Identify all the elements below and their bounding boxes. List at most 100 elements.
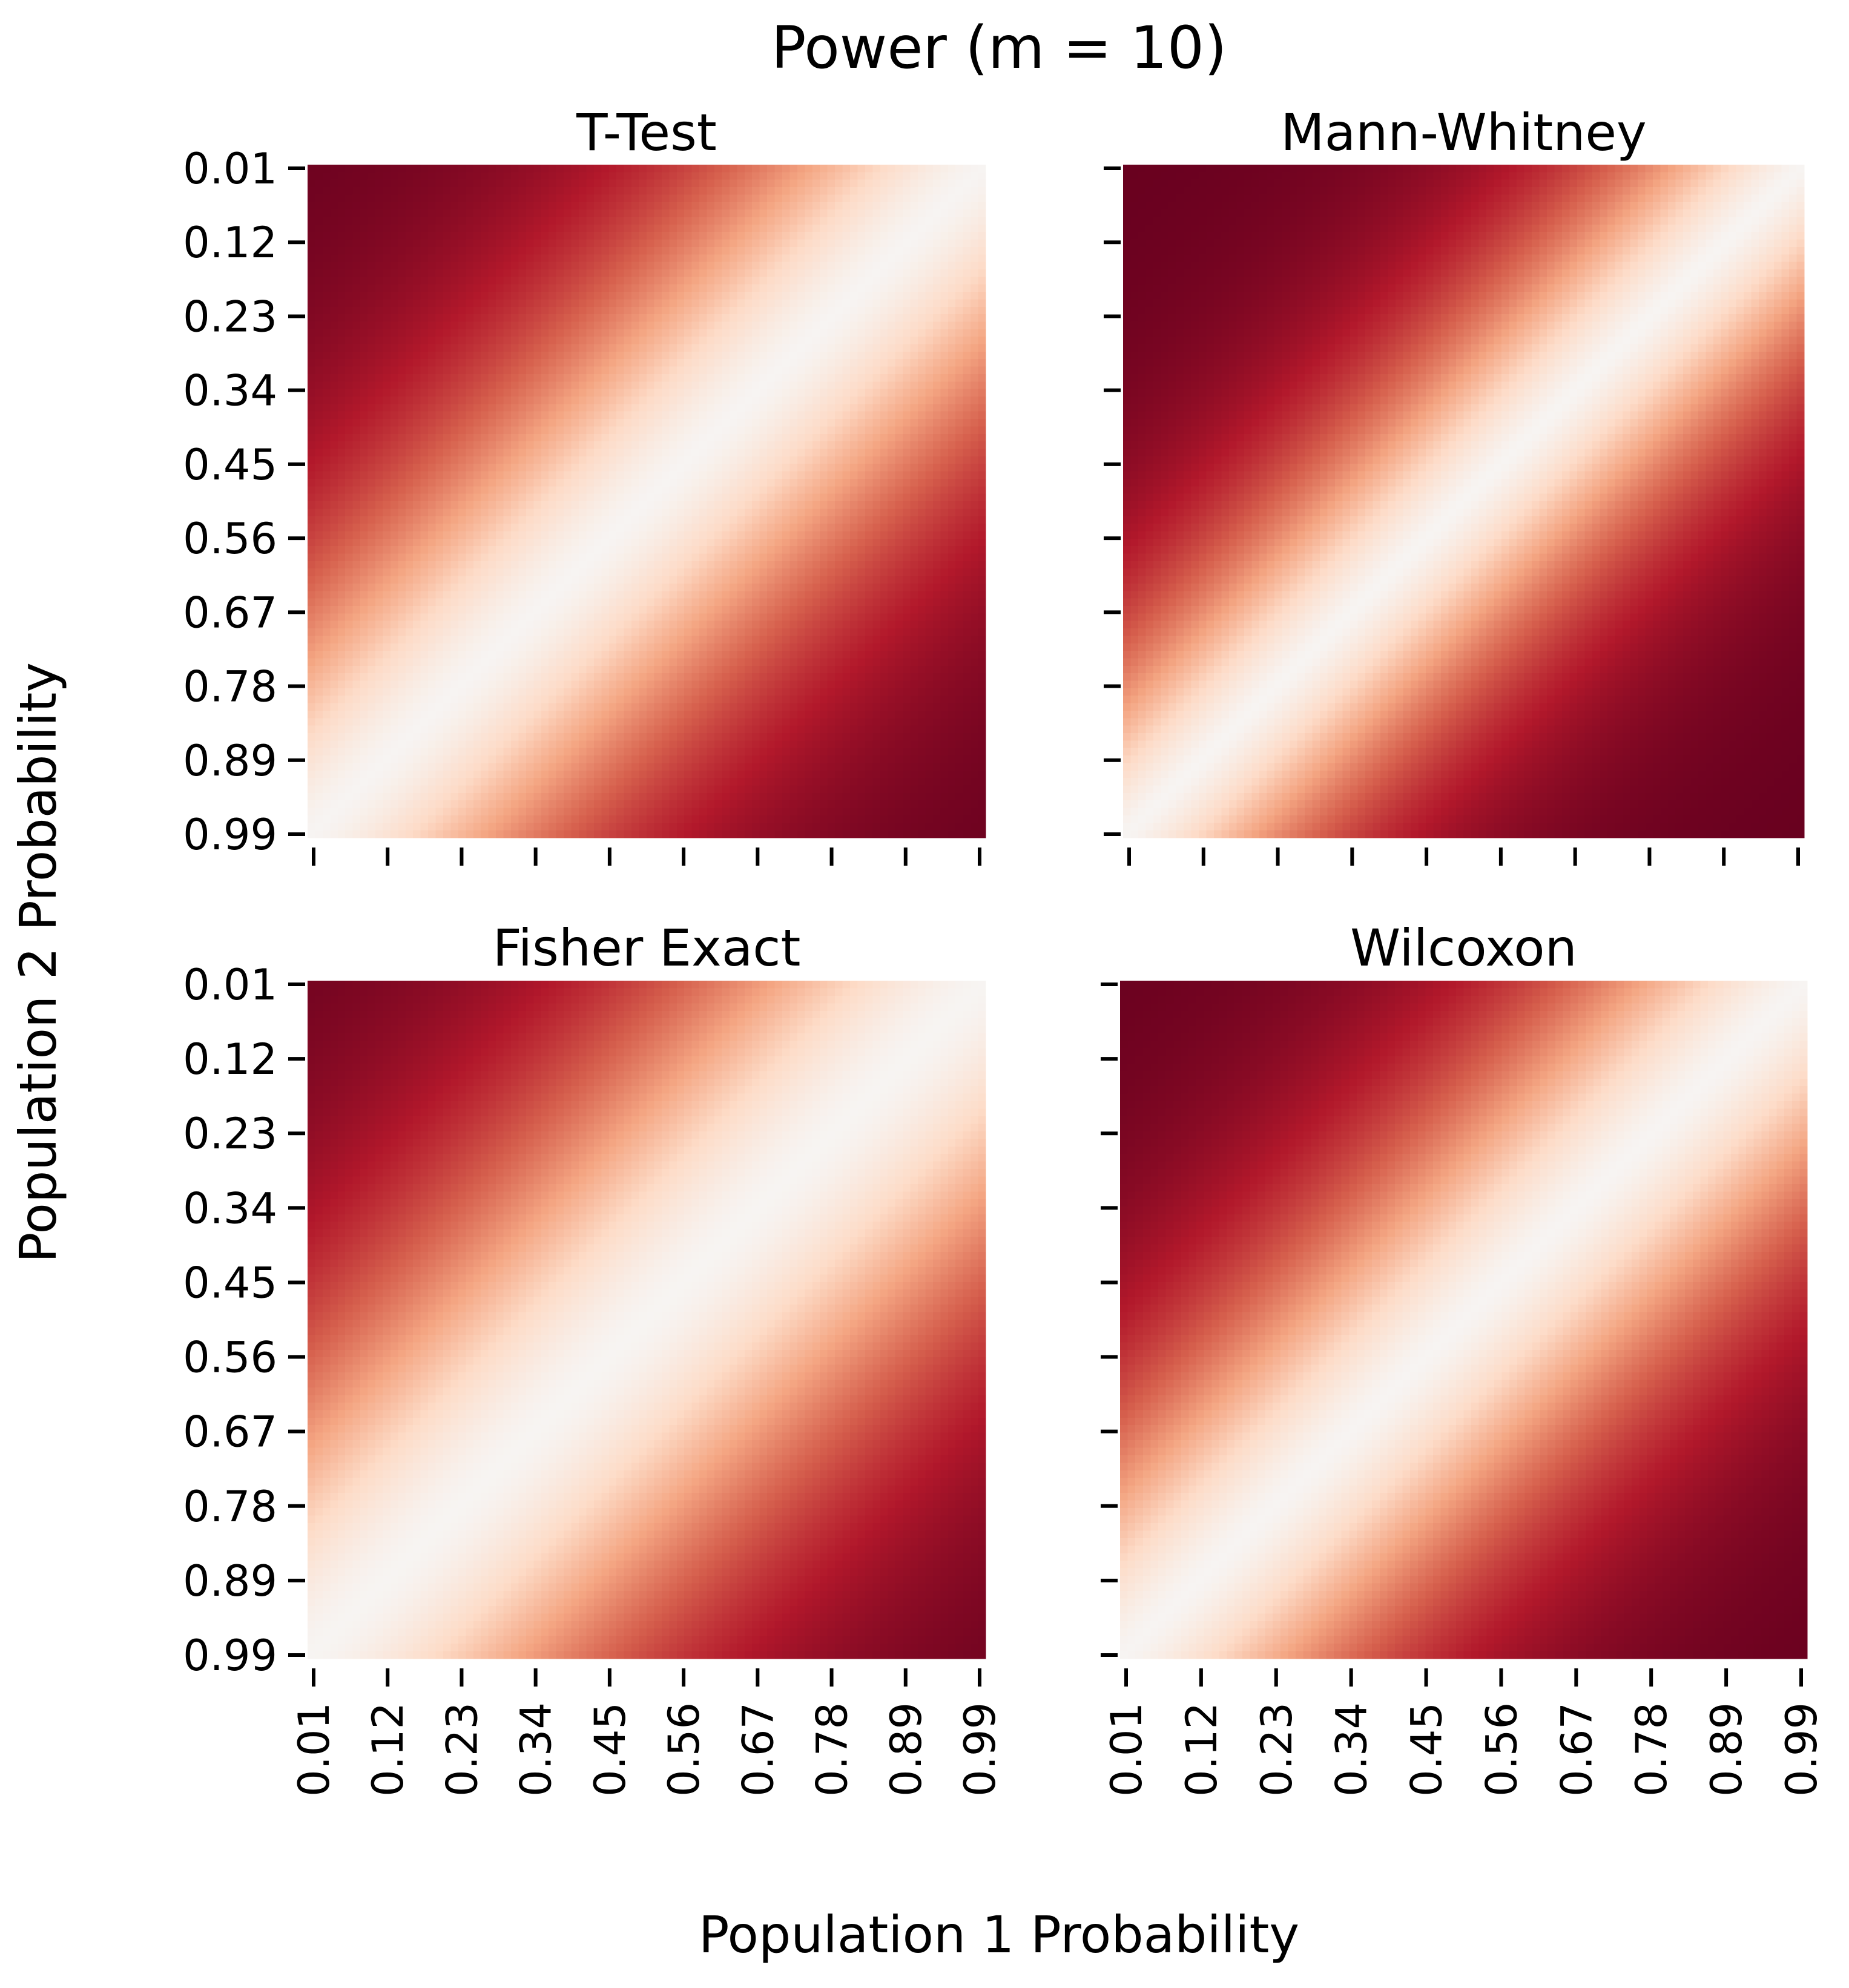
heatmap-cell xyxy=(549,187,557,196)
heatmap-cell xyxy=(903,239,911,248)
heatmap-cell xyxy=(345,306,354,315)
heatmap-cell xyxy=(352,374,361,382)
heatmap-cell xyxy=(398,381,406,390)
heatmap-cell xyxy=(895,179,903,188)
heatmap-cell xyxy=(918,254,926,263)
heatmap-cell xyxy=(420,449,429,457)
heatmap-cell xyxy=(971,321,979,330)
heatmap-cell xyxy=(872,351,881,360)
heatmap-cell xyxy=(549,516,557,524)
heatmap-cell xyxy=(744,262,753,270)
heatmap-cell xyxy=(835,568,843,577)
heatmap-cell xyxy=(971,538,979,547)
heatmap-cell xyxy=(767,194,776,203)
heatmap-cell xyxy=(518,546,527,555)
heatmap-cell xyxy=(744,306,753,315)
heatmap-cell xyxy=(564,172,572,180)
heatmap-cell xyxy=(443,284,452,292)
heatmap-cell xyxy=(624,246,632,255)
heatmap-cell xyxy=(601,202,610,210)
heatmap-cell xyxy=(925,411,934,420)
heatmap-cell xyxy=(405,501,414,509)
heatmap-cell xyxy=(895,314,903,323)
heatmap-cell xyxy=(466,441,474,450)
heatmap-cell xyxy=(518,172,527,180)
heatmap-cell xyxy=(526,404,534,412)
heatmap-cell xyxy=(872,321,881,330)
heatmap-cell xyxy=(827,397,836,404)
heatmap-cell xyxy=(737,179,745,188)
heatmap-cell xyxy=(940,172,949,180)
heatmap-cell xyxy=(526,576,534,584)
heatmap-cell xyxy=(714,329,723,337)
heatmap-cell xyxy=(405,419,414,427)
heatmap-cell xyxy=(812,246,820,255)
heatmap-cell xyxy=(616,194,625,203)
heatmap-cell xyxy=(744,202,753,210)
heatmap-cell xyxy=(850,456,859,464)
heatmap-cell xyxy=(413,254,421,263)
heatmap-cell xyxy=(872,389,881,397)
heatmap-cell xyxy=(948,531,956,539)
heatmap-cell xyxy=(579,277,587,285)
heatmap-cell xyxy=(661,486,670,495)
heatmap-cell xyxy=(895,165,903,173)
heatmap-cell xyxy=(684,493,693,502)
heatmap-cell xyxy=(669,246,677,255)
heatmap-cell xyxy=(850,426,859,435)
heatmap-cell xyxy=(903,254,911,263)
heatmap-cell xyxy=(352,389,361,397)
heatmap-cell xyxy=(466,553,474,562)
heatmap-cell xyxy=(631,501,640,509)
heatmap-cell xyxy=(925,509,934,517)
heatmap-cell xyxy=(684,172,693,180)
heatmap-cell xyxy=(413,202,421,210)
heatmap-cell xyxy=(797,165,805,173)
heatmap-cell xyxy=(865,246,873,255)
heatmap-cell xyxy=(805,553,813,562)
heatmap-cell xyxy=(940,366,949,375)
heatmap-cell xyxy=(601,232,610,240)
heatmap-cell xyxy=(797,561,805,569)
heatmap-cell xyxy=(420,561,429,569)
heatmap-cell xyxy=(541,553,549,562)
heatmap-cell xyxy=(872,433,881,442)
heatmap-cell xyxy=(352,366,361,375)
heatmap-cell xyxy=(488,344,496,352)
heatmap-cell xyxy=(661,187,670,196)
heatmap-cell xyxy=(443,509,452,517)
heatmap-cell xyxy=(420,478,429,487)
heatmap-cell xyxy=(872,568,881,577)
heatmap-cell xyxy=(503,471,512,479)
heatmap-cell xyxy=(744,471,753,479)
heatmap-cell xyxy=(601,404,610,412)
heatmap-cell xyxy=(450,486,459,495)
heatmap-cell xyxy=(857,397,866,404)
heatmap-cell xyxy=(910,329,918,337)
heatmap-cell xyxy=(865,292,873,300)
heatmap-cell xyxy=(549,359,557,367)
heatmap-cell xyxy=(714,172,723,180)
heatmap-cell xyxy=(722,337,730,345)
heatmap-cell xyxy=(918,344,926,352)
heatmap-cell xyxy=(865,441,873,450)
heatmap-cell xyxy=(308,359,316,367)
heatmap-cell xyxy=(571,524,579,532)
heatmap-cell xyxy=(330,321,338,330)
heatmap-cell xyxy=(564,524,572,532)
heatmap-cell xyxy=(428,277,437,285)
heatmap-cell xyxy=(684,449,693,457)
heatmap-cell xyxy=(797,172,805,180)
heatmap-cell xyxy=(654,419,662,427)
heatmap-cell xyxy=(978,269,986,277)
heatmap-cell xyxy=(872,381,881,390)
heatmap-cell xyxy=(857,321,866,330)
heatmap-cell xyxy=(322,471,331,479)
heatmap-cell xyxy=(443,464,452,472)
heatmap-cell xyxy=(767,239,776,248)
heatmap-cell xyxy=(684,397,693,404)
heatmap-cell xyxy=(842,239,851,248)
heatmap-cell xyxy=(308,471,316,479)
heatmap-cell xyxy=(322,404,331,412)
heatmap-cell xyxy=(707,239,715,248)
